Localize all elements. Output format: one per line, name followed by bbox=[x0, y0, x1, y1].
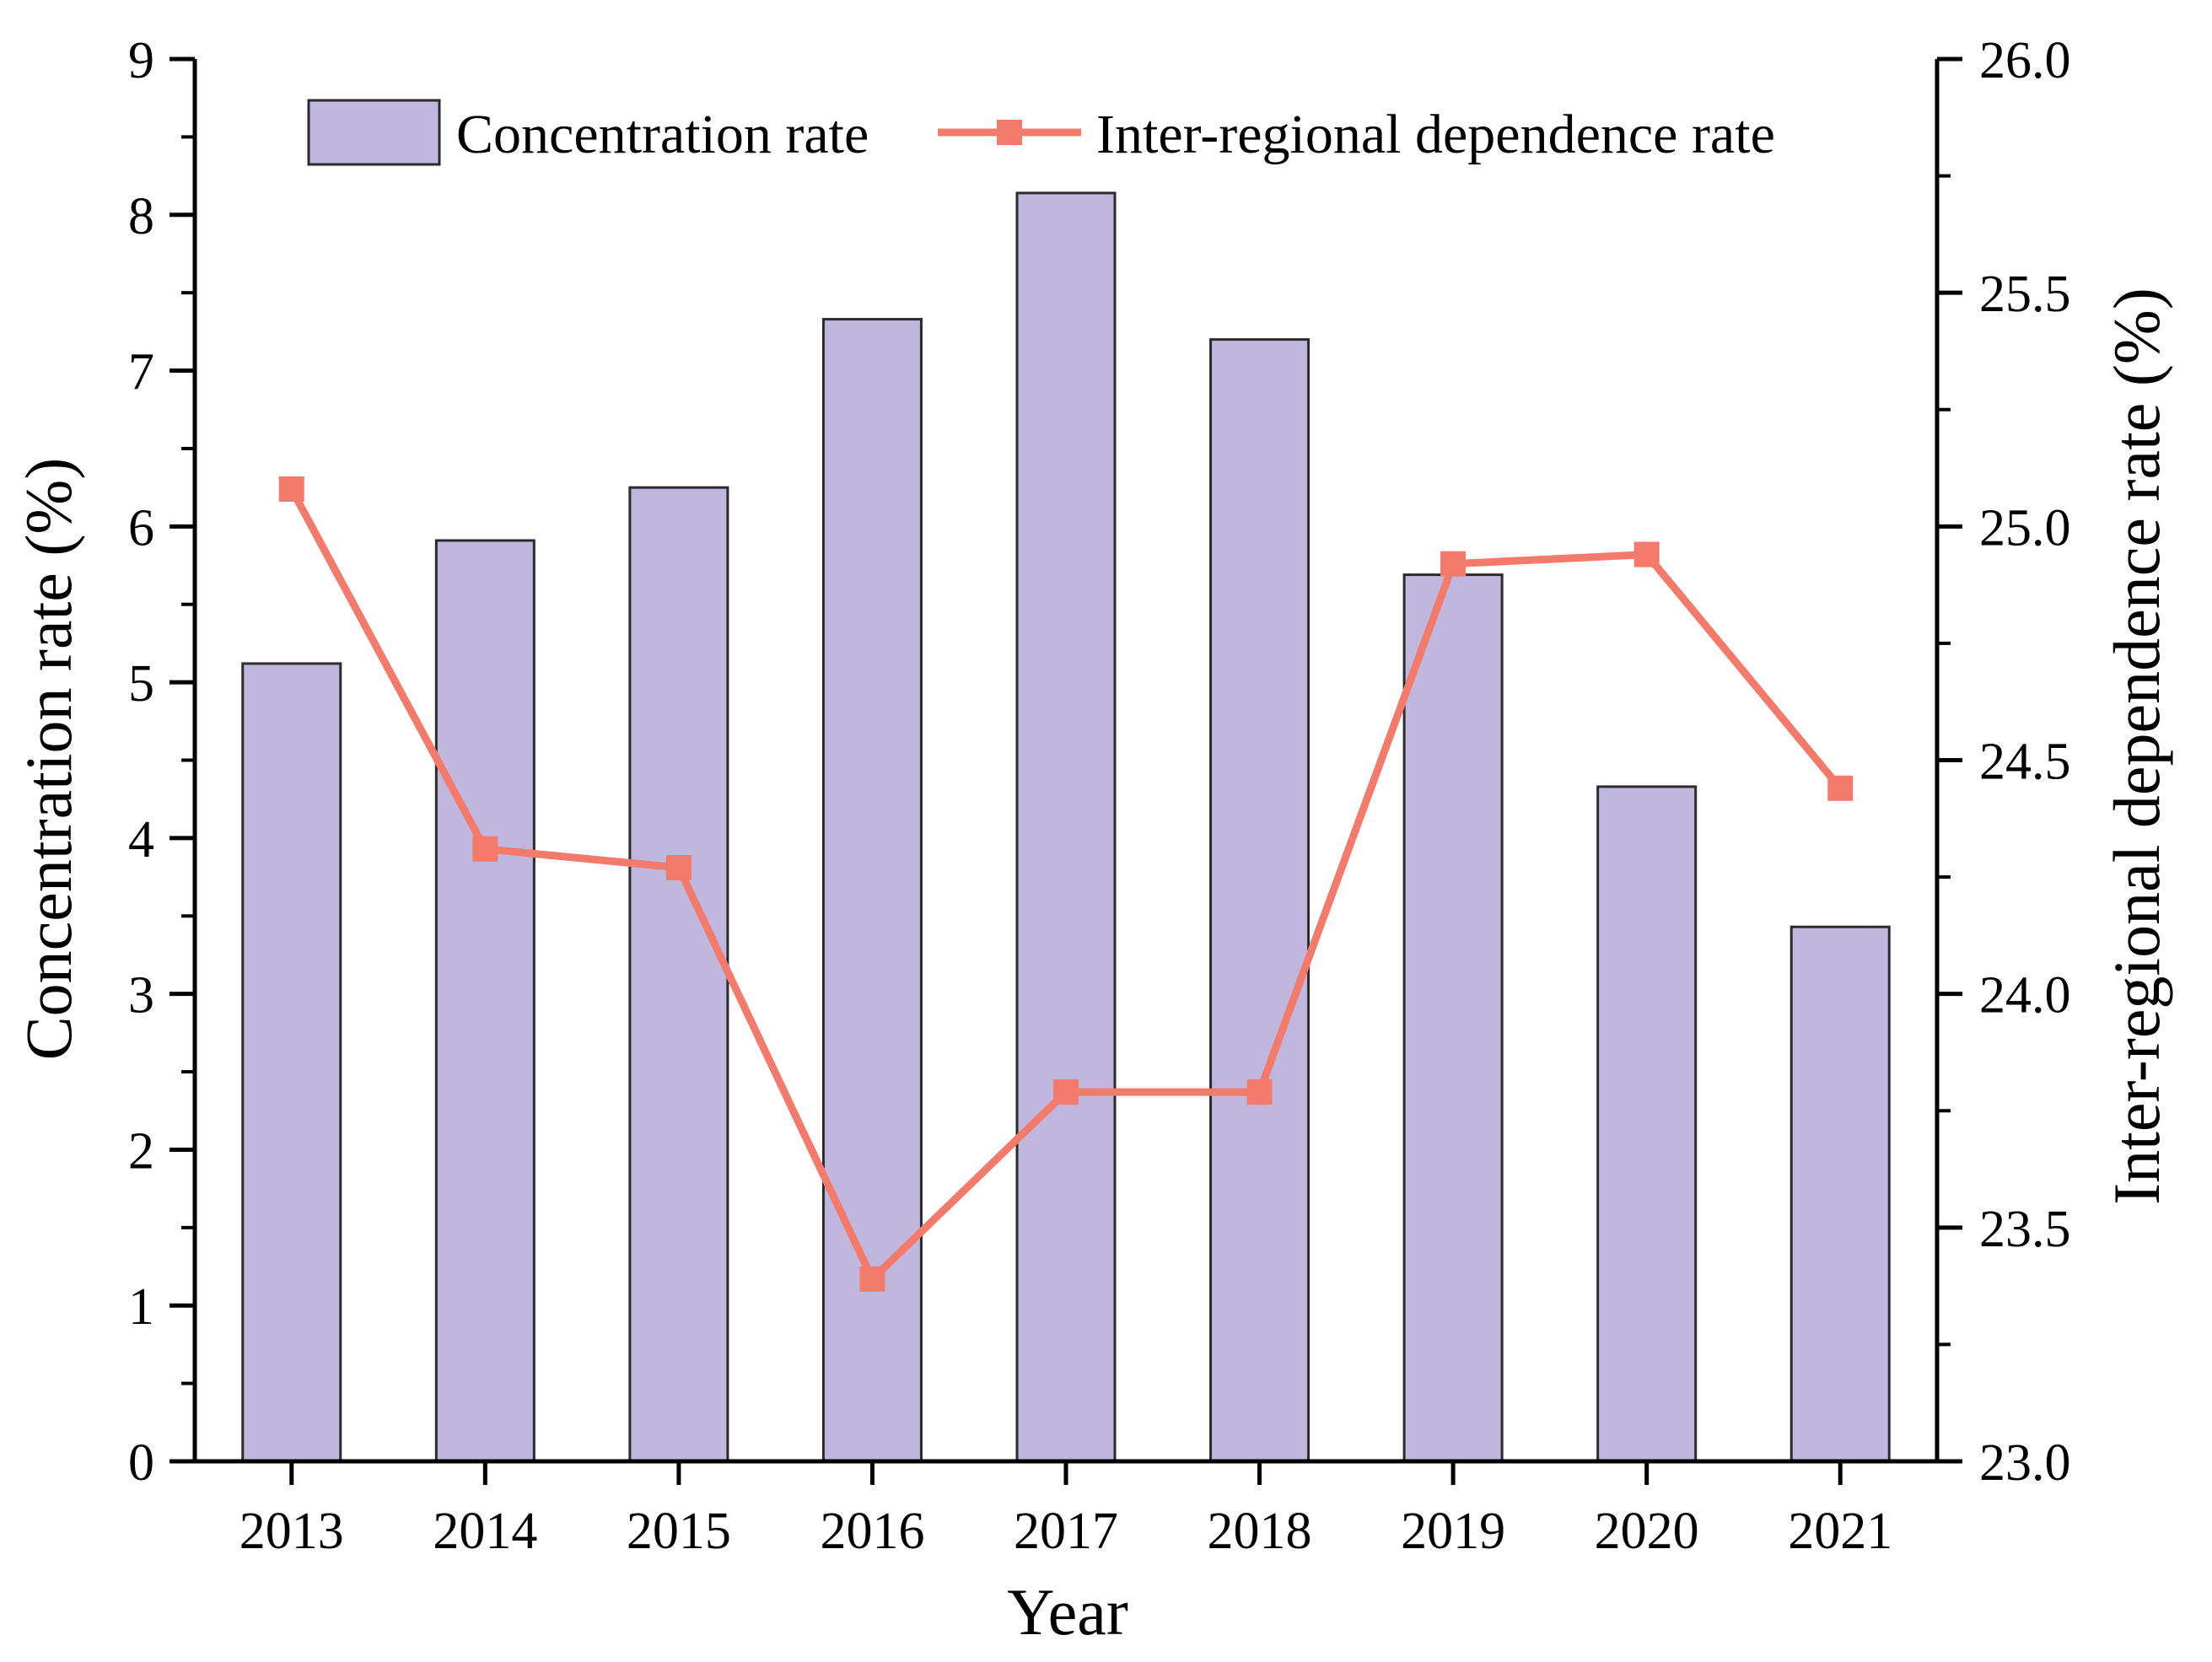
line-marker-2015 bbox=[665, 854, 692, 880]
x-tick-label: 2018 bbox=[1208, 1503, 1312, 1560]
line-marker-2020 bbox=[1633, 541, 1660, 567]
bar-2018 bbox=[1209, 338, 1311, 1463]
bar-2014 bbox=[434, 539, 536, 1463]
line-series-inter-regional-dependence-rate bbox=[278, 476, 1854, 1292]
legend-label-concentration-rate: Concentration rate bbox=[456, 104, 869, 165]
line-marker-2016 bbox=[859, 1266, 885, 1292]
left-tick-label: 4 bbox=[128, 811, 154, 869]
x-axis-title: Year bbox=[1007, 1575, 1128, 1649]
right-tick-label: 25.5 bbox=[1979, 266, 2071, 323]
left-tick-label: 5 bbox=[128, 655, 154, 713]
x-tick-label: 2014 bbox=[433, 1503, 537, 1560]
x-tick-label: 2017 bbox=[1014, 1503, 1118, 1560]
axes bbox=[170, 56, 1962, 1485]
left-tick-label: 8 bbox=[128, 188, 154, 245]
bar-2020 bbox=[1596, 785, 1698, 1463]
left-tick-label: 6 bbox=[128, 499, 154, 557]
line-marker-2018 bbox=[1246, 1079, 1273, 1105]
line-marker-2021 bbox=[1827, 775, 1854, 801]
legend-label-inter-regional-dependence-rate: Inter-regional dependence rate bbox=[1096, 104, 1775, 165]
right-tick-label: 26.0 bbox=[1979, 32, 2071, 89]
x-tick-label: 2019 bbox=[1401, 1503, 1505, 1560]
legend-marker-inter-regional-dependence-rate bbox=[997, 120, 1022, 145]
legend-swatch-concentration-rate bbox=[307, 99, 441, 166]
line-marker-2013 bbox=[278, 476, 304, 502]
left-axis-title: Concentration rate (%) bbox=[12, 458, 85, 1061]
bar-2021 bbox=[1790, 925, 1891, 1463]
x-tick-label: 2016 bbox=[820, 1503, 924, 1560]
tick-labels: 0 1 2 3 4 5 6 7 8 9 23.0 23.5 24.0 24.5 25.0 25.5 26.0 20… bbox=[128, 32, 2071, 1560]
line-marker-2019 bbox=[1440, 551, 1467, 577]
bar-2017 bbox=[1015, 191, 1117, 1463]
left-tick-label: 7 bbox=[128, 344, 154, 401]
left-tick-label: 1 bbox=[128, 1278, 154, 1336]
x-tick-label: 2020 bbox=[1595, 1503, 1699, 1560]
right-axis-title: Inter-regional dependence rate (%) bbox=[2100, 288, 2173, 1205]
right-tick-label: 24.5 bbox=[1979, 734, 2071, 791]
bar-2015 bbox=[628, 486, 729, 1463]
left-tick-label: 9 bbox=[128, 32, 154, 89]
left-tick-label: 0 bbox=[128, 1434, 154, 1492]
left-tick-label: 2 bbox=[128, 1122, 154, 1180]
bar-2019 bbox=[1402, 573, 1504, 1463]
right-tick-label: 23.5 bbox=[1979, 1201, 2071, 1258]
line-marker-2017 bbox=[1053, 1079, 1079, 1105]
right-tick-label: 23.0 bbox=[1979, 1434, 2071, 1492]
bar-2013 bbox=[241, 662, 342, 1463]
legend: Concentration rate Inter-regional depend… bbox=[307, 99, 1775, 166]
x-tick-label: 2021 bbox=[1788, 1503, 1892, 1560]
x-tick-label: 2013 bbox=[239, 1503, 344, 1560]
bar-series-concentration-rate bbox=[241, 191, 1891, 1463]
line-marker-2014 bbox=[472, 836, 498, 862]
x-tick-label: 2015 bbox=[627, 1503, 731, 1560]
left-tick-label: 3 bbox=[128, 967, 154, 1025]
right-tick-label: 25.0 bbox=[1979, 499, 2071, 557]
right-tick-label: 24.0 bbox=[1979, 967, 2071, 1025]
